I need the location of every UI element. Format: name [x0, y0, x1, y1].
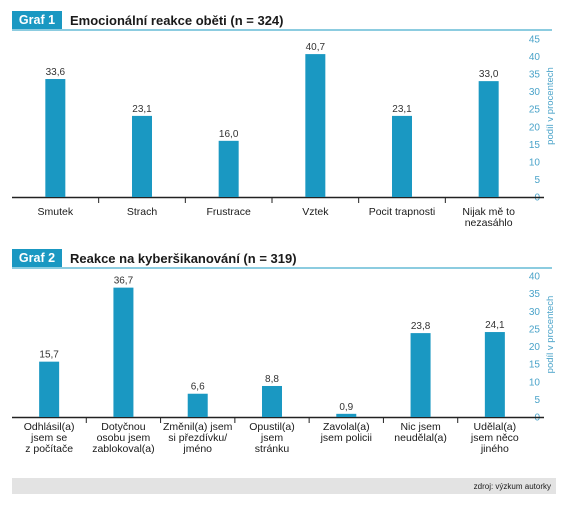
category-label: Změnil(a) jsem [163, 421, 233, 433]
chart-badge [12, 249, 62, 267]
category-label: jiného [480, 443, 509, 455]
bar [305, 54, 326, 197]
bar-value-label: 40,7 [306, 42, 326, 53]
y-tick-label: 15 [529, 360, 541, 371]
y-tick-label: 25 [529, 105, 541, 116]
bar-value-label: 16,0 [219, 129, 239, 140]
source-bar [12, 478, 556, 494]
category-label: jsem něco [470, 432, 519, 444]
category-label: si přezdívku/ [168, 432, 227, 444]
chart-title: Reakce na kyberšikanování (n = 319) [70, 251, 297, 266]
bar-value-label: 15,7 [39, 350, 59, 361]
bar-value-label: 8,8 [265, 374, 279, 385]
bar-value-label: 0,9 [339, 402, 353, 413]
y-axis-label: podíl v procentech [545, 296, 556, 374]
bar-value-label: 23,1 [392, 104, 412, 115]
category-label: neudělal(a) [394, 432, 447, 444]
y-tick-label: 10 [529, 377, 541, 388]
chart-2: Graf 2 Reakce na kyberšikanování (n = 319… [12, 249, 556, 455]
category-label: Pocit trapnosti [369, 206, 436, 218]
y-tick-label: 10 [529, 157, 541, 168]
chart-badge-text: Graf 1 [19, 13, 55, 27]
category-label: Frustrace [206, 206, 251, 218]
bar [336, 413, 357, 417]
bar-value-label: 36,7 [114, 276, 134, 287]
y-tick-label: 30 [529, 307, 541, 318]
bar [410, 333, 431, 417]
chart-1: Graf 1 Emocionální reakce oběti (n = 324)… [12, 11, 556, 229]
bar [478, 81, 499, 197]
category-label: stránku [255, 443, 290, 455]
category-label: jsem policii [320, 432, 372, 444]
y-tick-label: 15 [529, 140, 541, 151]
y-tick-label: 40 [529, 272, 541, 283]
bar [113, 287, 134, 417]
category-label: Udělal(a) [474, 421, 517, 433]
category-label: Nijak mě to [462, 206, 515, 218]
category-label: Opustil(a) [249, 421, 295, 433]
bar [218, 140, 239, 197]
category-label: Vztek [302, 206, 329, 218]
y-tick-label: 5 [534, 175, 540, 186]
y-tick-label: 20 [529, 342, 541, 353]
chart-badge-text: Graf 2 [19, 251, 55, 265]
category-label: Dotyčnou [101, 421, 146, 433]
bar [39, 361, 60, 417]
category-label: jsem se [30, 432, 67, 444]
bar-value-label: 23,1 [132, 104, 152, 115]
bar-value-label: 6,6 [191, 382, 205, 393]
category-label: Smutek [38, 206, 74, 218]
category-label: Strach [127, 206, 158, 218]
y-tick-label: 35 [529, 289, 541, 300]
category-label: nezasáhlo [465, 217, 513, 229]
y-tick-label: 45 [529, 35, 541, 46]
bar [187, 393, 208, 417]
category-label: Odhlásil(a) [24, 421, 75, 433]
y-tick-label: 35 [529, 70, 541, 81]
y-axis-label: podíl v procentech [545, 67, 556, 145]
y-tick-label: 20 [529, 122, 541, 133]
y-tick-label: 30 [529, 87, 541, 98]
bar [392, 115, 412, 197]
bar [132, 115, 152, 197]
bar-value-label: 23,8 [411, 321, 431, 332]
bar [262, 385, 282, 417]
y-tick-label: 5 [534, 395, 540, 406]
y-tick-label: 40 [529, 52, 541, 63]
bar [484, 332, 505, 417]
chart-badge [12, 11, 62, 29]
y-tick-label: 25 [529, 324, 541, 335]
chart-title: Emocionální reakce oběti (n = 324) [70, 13, 284, 28]
bar-value-label: 33,0 [479, 69, 499, 80]
category-label: osobu jsem [97, 432, 151, 444]
category-label: Nic jsem [400, 421, 441, 433]
bar [45, 79, 66, 197]
bar-value-label: 33,6 [46, 67, 66, 78]
category-label: Zavolal(a) [323, 421, 370, 433]
source-text: zdroj: výzkum autorky [474, 482, 551, 491]
category-label: jsem [260, 432, 283, 444]
category-label: jméno [182, 443, 212, 455]
category-label: zablokoval(a) [92, 443, 154, 455]
category-label: z počítače [25, 443, 73, 455]
bar-value-label: 24,1 [485, 320, 505, 331]
